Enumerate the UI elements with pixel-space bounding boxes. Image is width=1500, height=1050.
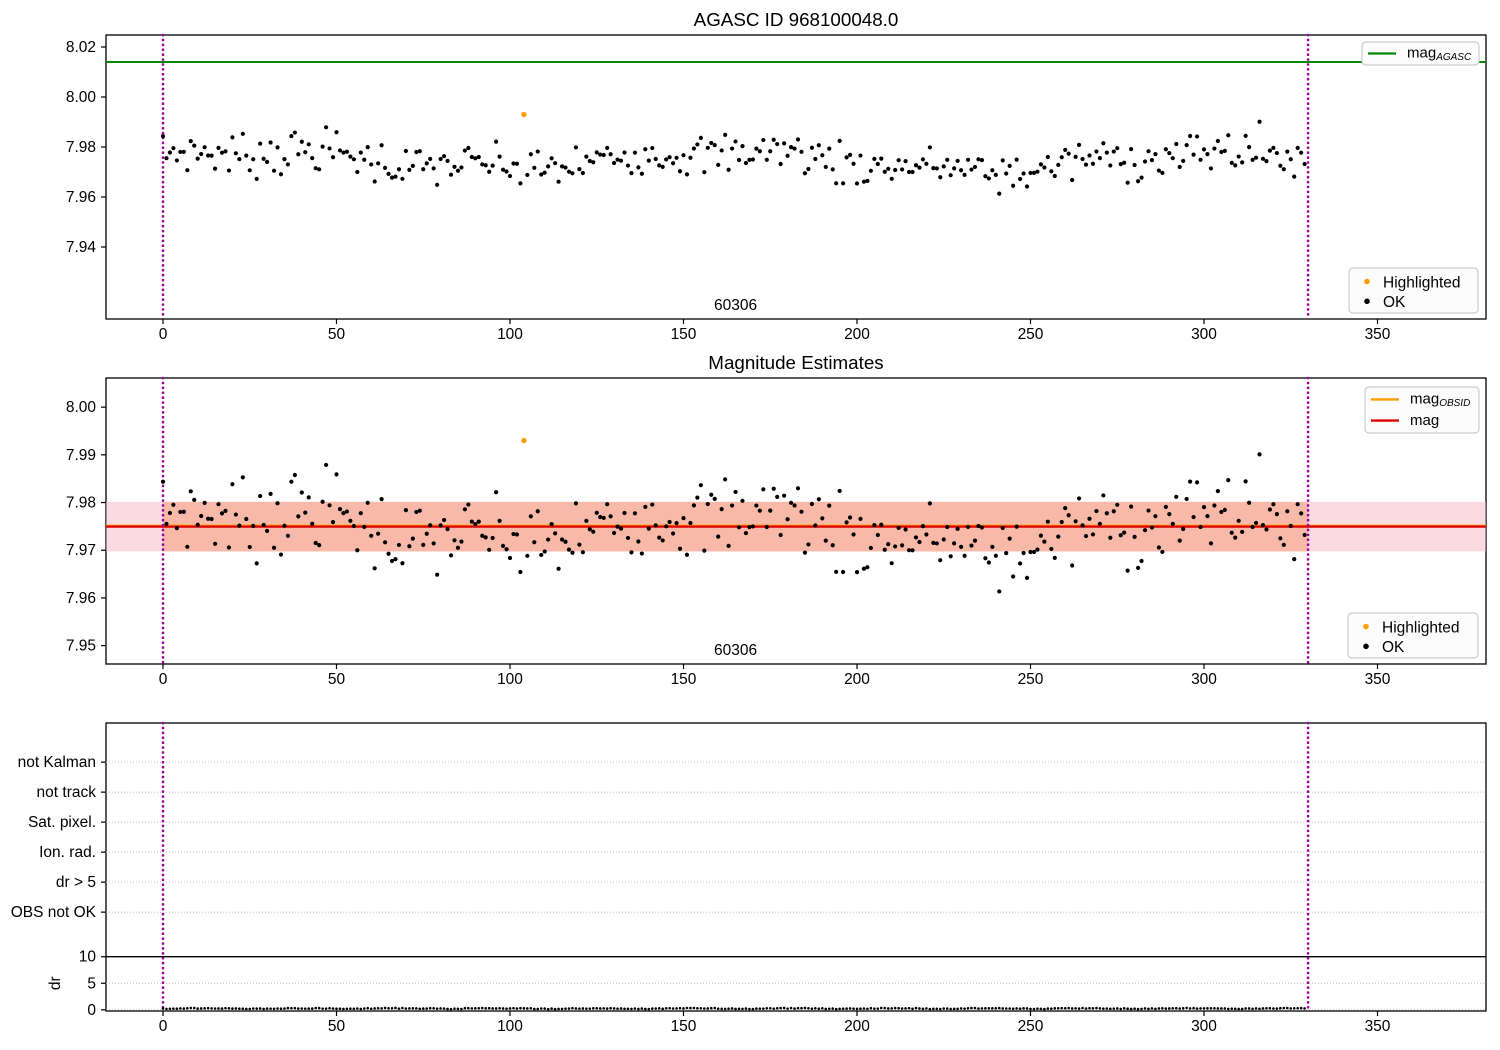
svg-text:7.96: 7.96 bbox=[66, 189, 96, 206]
svg-text:300: 300 bbox=[1191, 326, 1217, 343]
svg-text:Magnitude Estimates: Magnitude Estimates bbox=[708, 352, 883, 373]
svg-text:50: 50 bbox=[328, 326, 346, 343]
svg-text:0: 0 bbox=[87, 1002, 96, 1019]
svg-text:100: 100 bbox=[497, 1018, 523, 1035]
svg-text:mag: mag bbox=[1410, 412, 1439, 429]
svg-text:7.99: 7.99 bbox=[66, 447, 96, 464]
svg-text:350: 350 bbox=[1365, 326, 1391, 343]
svg-text:10: 10 bbox=[79, 949, 97, 966]
svg-text:Highlighted: Highlighted bbox=[1383, 274, 1461, 291]
svg-text:50: 50 bbox=[328, 1018, 346, 1035]
svg-text:7.98: 7.98 bbox=[66, 495, 96, 512]
svg-text:5: 5 bbox=[87, 975, 96, 992]
svg-text:not Kalman: not Kalman bbox=[18, 754, 96, 771]
svg-text:250: 250 bbox=[1018, 326, 1044, 343]
svg-text:7.97: 7.97 bbox=[66, 542, 96, 559]
svg-text:OBS not OK: OBS not OK bbox=[11, 904, 97, 921]
svg-text:60306: 60306 bbox=[714, 297, 757, 314]
svg-text:dr: dr bbox=[47, 976, 64, 990]
svg-text:200: 200 bbox=[844, 326, 870, 343]
svg-text:dr > 5: dr > 5 bbox=[56, 874, 96, 891]
svg-text:Sat. pixel.: Sat. pixel. bbox=[28, 814, 96, 831]
svg-text:350: 350 bbox=[1365, 1018, 1391, 1035]
svg-text:8.00: 8.00 bbox=[66, 89, 97, 106]
svg-text:7.98: 7.98 bbox=[66, 139, 96, 156]
svg-text:8.00: 8.00 bbox=[66, 399, 97, 416]
svg-text:300: 300 bbox=[1191, 671, 1217, 688]
svg-text:150: 150 bbox=[671, 671, 697, 688]
svg-text:0: 0 bbox=[159, 326, 168, 343]
svg-text:150: 150 bbox=[671, 1018, 697, 1035]
svg-text:150: 150 bbox=[671, 326, 697, 343]
svg-text:not track: not track bbox=[37, 784, 97, 801]
svg-text:Highlighted: Highlighted bbox=[1382, 619, 1460, 636]
svg-text:Ion. rad.: Ion. rad. bbox=[39, 844, 96, 861]
svg-text:0: 0 bbox=[159, 671, 168, 688]
svg-text:100: 100 bbox=[497, 326, 523, 343]
svg-text:100: 100 bbox=[497, 671, 523, 688]
svg-text:350: 350 bbox=[1365, 671, 1391, 688]
svg-text:7.95: 7.95 bbox=[66, 638, 96, 655]
svg-text:7.94: 7.94 bbox=[66, 239, 97, 256]
svg-text:OK: OK bbox=[1382, 639, 1405, 656]
svg-text:8.02: 8.02 bbox=[66, 39, 96, 56]
svg-text:AGASC ID 968100048.0: AGASC ID 968100048.0 bbox=[694, 9, 899, 30]
svg-text:0: 0 bbox=[159, 1018, 168, 1035]
svg-text:200: 200 bbox=[844, 1018, 870, 1035]
svg-text:300: 300 bbox=[1191, 1018, 1217, 1035]
svg-text:60306: 60306 bbox=[714, 642, 757, 659]
svg-text:7.96: 7.96 bbox=[66, 590, 96, 607]
svg-text:50: 50 bbox=[328, 671, 346, 688]
svg-text:200: 200 bbox=[844, 671, 870, 688]
svg-text:250: 250 bbox=[1018, 1018, 1044, 1035]
svg-text:250: 250 bbox=[1018, 671, 1044, 688]
svg-text:OK: OK bbox=[1383, 294, 1406, 311]
